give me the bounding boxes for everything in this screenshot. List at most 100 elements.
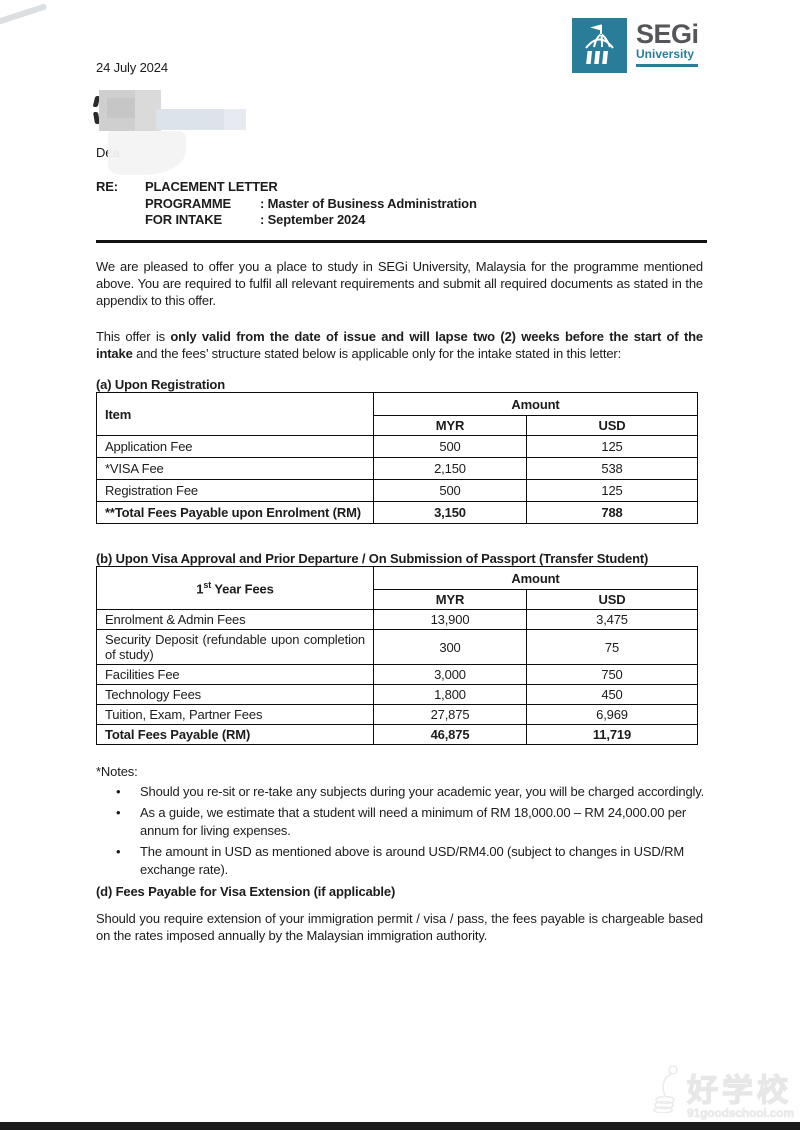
visa-extension-paragraph: Should you require extension of your imm…: [96, 911, 703, 943]
redaction-block: [156, 109, 224, 130]
note-item: • The amount in USD as mentioned above i…: [96, 843, 707, 879]
programme-value: : Master of Business Administration: [260, 195, 477, 211]
header-rest: Year Fees: [211, 581, 274, 597]
total-myr: 46,875: [373, 724, 527, 745]
note-item: • As a guide, we estimate that a student…: [96, 804, 707, 840]
header-sup: st: [203, 579, 212, 590]
fee-item: Security Deposit (refundable upon comple…: [96, 629, 374, 665]
offer-paragraph: We are pleased to offer you a place to s…: [96, 259, 703, 308]
amount-column-header: Amount: [372, 566, 699, 590]
first-year-fees-table-wrap: 1st Year Fees Amount MYR USD Enrolment &…: [96, 566, 699, 745]
intake-label: FOR INTAKE: [145, 212, 222, 227]
validity-post: and the fees’ structure stated below is …: [132, 346, 622, 361]
fee-usd: 125: [525, 479, 699, 502]
first-year-fees-header: 1st Year Fees: [96, 566, 374, 610]
header-num: 1: [196, 581, 204, 597]
fee-row: Tuition, Exam, Partner Fees 27,875 6,969: [96, 704, 699, 725]
fee-usd: 125: [525, 435, 699, 458]
total-label: **Total Fees Payable upon Enrolment (RM): [96, 501, 374, 524]
logo-university-text: University: [636, 47, 695, 61]
letter-date: 24 July 2024: [96, 60, 168, 75]
fee-myr: 500: [373, 479, 527, 502]
fee-usd: 3,475: [525, 609, 699, 630]
myr-column-header: MYR: [373, 415, 527, 436]
fee-row: Enrolment & Admin Fees 13,900 3,475: [96, 609, 699, 630]
total-label: Total Fees Payable (RM): [96, 724, 374, 745]
programme-label: PROGRAMME: [145, 195, 232, 211]
fee-item: Enrolment & Admin Fees: [96, 609, 374, 630]
validity-paragraph: This offer is only valid from the date o…: [96, 328, 703, 362]
fee-myr: 500: [373, 435, 527, 458]
registration-fees-table: Item Amount MYR USD Application Fee 500 …: [96, 392, 699, 524]
fee-row: Application Fee 500 125: [96, 435, 699, 458]
note-text: Should you re-sit or re-take any subject…: [140, 784, 705, 799]
fee-item: Registration Fee: [96, 479, 374, 502]
total-usd: 11,719: [525, 724, 699, 745]
bullet-icon: •: [116, 805, 121, 820]
watermark-site-text: 91goodschool.com: [687, 1106, 795, 1121]
note-text: As a guide, we estimate that a student w…: [140, 805, 687, 838]
usd-column-header: USD: [525, 415, 699, 436]
fee-item: Tuition, Exam, Partner Fees: [96, 704, 374, 725]
first-year-fees-table: 1st Year Fees Amount MYR USD Enrolment &…: [96, 566, 699, 745]
segi-logo-icon: [572, 18, 627, 73]
redaction-blob: [108, 131, 186, 175]
amount-column-header: Amount: [372, 392, 699, 416]
note-text: The amount in USD as mentioned above is …: [140, 844, 685, 877]
fee-row: Technology Fees 1,800 450: [96, 684, 699, 705]
watermark-cn-text: 好学校: [686, 1073, 793, 1108]
fee-item: Technology Fees: [96, 684, 374, 705]
myr-column-header: MYR: [373, 589, 527, 610]
item-column-header: Item: [96, 392, 374, 436]
fee-usd: 6,969: [525, 704, 699, 725]
watermark: 好学校 91goodschool.com: [651, 1063, 794, 1120]
fee-usd: 450: [525, 684, 699, 705]
fee-usd: 75: [525, 629, 699, 665]
bullet-icon: •: [116, 844, 121, 859]
intake-value: : September 2024: [260, 212, 366, 227]
re-subject-block: RE: PLACEMENT LETTER PROGRAMME : Master …: [96, 179, 703, 229]
fee-row: *VISA Fee 2,150 538: [96, 457, 699, 480]
fee-myr: 27,875: [373, 704, 527, 725]
fee-item: Facilities Fee: [96, 664, 374, 685]
fee-row: Registration Fee 500 125: [96, 479, 699, 502]
bullet-icon: •: [116, 784, 121, 799]
section-b-heading: (b) Upon Visa Approval and Prior Departu…: [96, 551, 649, 566]
total-usd: 788: [525, 501, 699, 524]
horizontal-rule: [96, 240, 707, 243]
segi-university-logo: SEGi University: [572, 18, 699, 73]
re-title: PLACEMENT LETTER: [145, 179, 278, 194]
fee-myr: 2,150: [373, 457, 527, 480]
fee-row: Security Deposit (refundable upon comple…: [96, 629, 699, 665]
fee-usd: 538: [525, 457, 699, 480]
redaction-block: [107, 98, 135, 118]
fee-myr: 3,000: [373, 664, 527, 685]
watermark-mascot-icon: [651, 1063, 685, 1118]
fee-myr: 300: [373, 629, 527, 665]
page-edge-bar: [0, 1122, 800, 1130]
validity-pre: This offer is: [96, 329, 171, 344]
total-row: **Total Fees Payable upon Enrolment (RM)…: [96, 501, 699, 524]
re-label: RE:: [96, 179, 118, 194]
scan-smudge: [0, 3, 48, 27]
total-row: Total Fees Payable (RM) 46,875 11,719: [96, 724, 699, 745]
total-myr: 3,150: [373, 501, 527, 524]
notes-section: *Notes: • Should you re-sit or re-take a…: [96, 763, 707, 879]
notes-heading: *Notes:: [96, 764, 138, 779]
registration-fees-table-wrap: Item Amount MYR USD Application Fee 500 …: [96, 392, 699, 524]
fee-myr: 1,800: [373, 684, 527, 705]
section-d-heading: (d) Fees Payable for Visa Extension (if …: [96, 884, 396, 899]
validity-bold: only valid from the date of issue and wi…: [96, 329, 703, 361]
fee-item: *VISA Fee: [96, 457, 374, 480]
logo-underline: [636, 64, 698, 67]
fee-row: Facilities Fee 3,000 750: [96, 664, 699, 685]
note-item: • Should you re-sit or re-take any subje…: [96, 783, 707, 801]
usd-column-header: USD: [525, 589, 699, 610]
section-a-heading: (a) Upon Registration: [96, 377, 226, 392]
redaction-block: [224, 109, 246, 130]
fee-item: Application Fee: [96, 435, 374, 458]
logo-wordmark: SEGi University: [636, 18, 699, 67]
fee-myr: 13,900: [373, 609, 527, 630]
fee-usd: 750: [525, 664, 699, 685]
